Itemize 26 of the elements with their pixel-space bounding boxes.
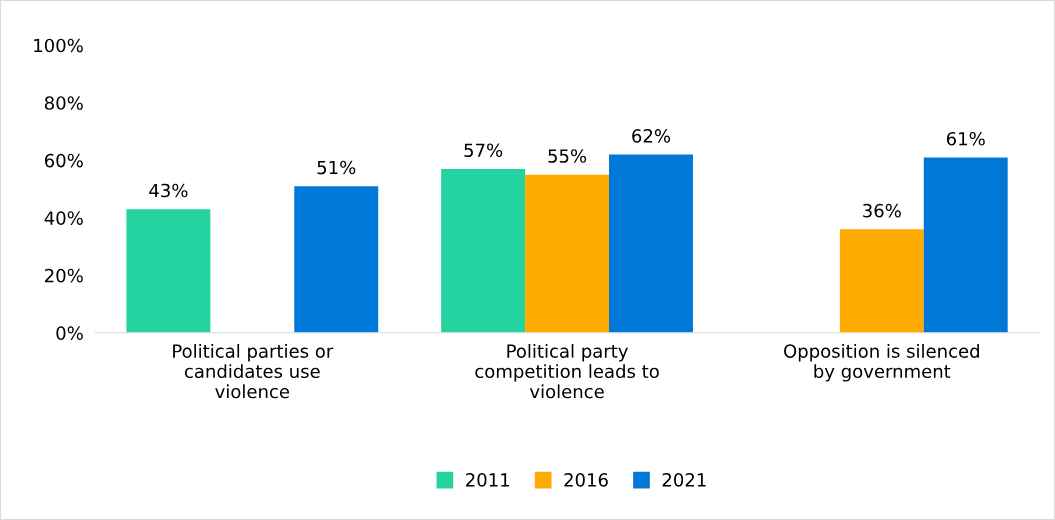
data-label: 62%	[632, 129, 671, 143]
bar	[609, 154, 693, 333]
bar	[839, 229, 924, 333]
data-label: 51%	[317, 160, 356, 175]
y-tick-label: 0%	[56, 326, 83, 340]
data-label: 36%	[863, 203, 901, 218]
y-tick-label: 20%	[45, 268, 83, 283]
legend-label: 2021	[662, 473, 706, 487]
bar	[525, 174, 610, 333]
legend-label: 2016	[564, 473, 608, 487]
y-tick-label: 100%	[34, 38, 83, 53]
data-label: 61%	[946, 131, 985, 146]
bar	[441, 168, 526, 333]
data-label: 43%	[149, 183, 188, 198]
bar	[923, 157, 1008, 333]
y-tick-label: 40%	[44, 211, 83, 225]
y-tick-label: 60%	[44, 153, 83, 168]
x-tick-label: Political parties or candidates use violence	[173, 343, 334, 399]
data-label: 57%	[464, 143, 503, 158]
bar	[126, 209, 211, 333]
legend-label: 2011	[466, 473, 510, 487]
bar	[294, 186, 379, 333]
x-tick-label: Political party competition leads to violence	[475, 343, 659, 399]
y-tick-label: 80%	[44, 96, 83, 110]
x-tick-label: Opposition is silenced by government	[784, 343, 979, 382]
data-label: 55%	[548, 149, 587, 163]
